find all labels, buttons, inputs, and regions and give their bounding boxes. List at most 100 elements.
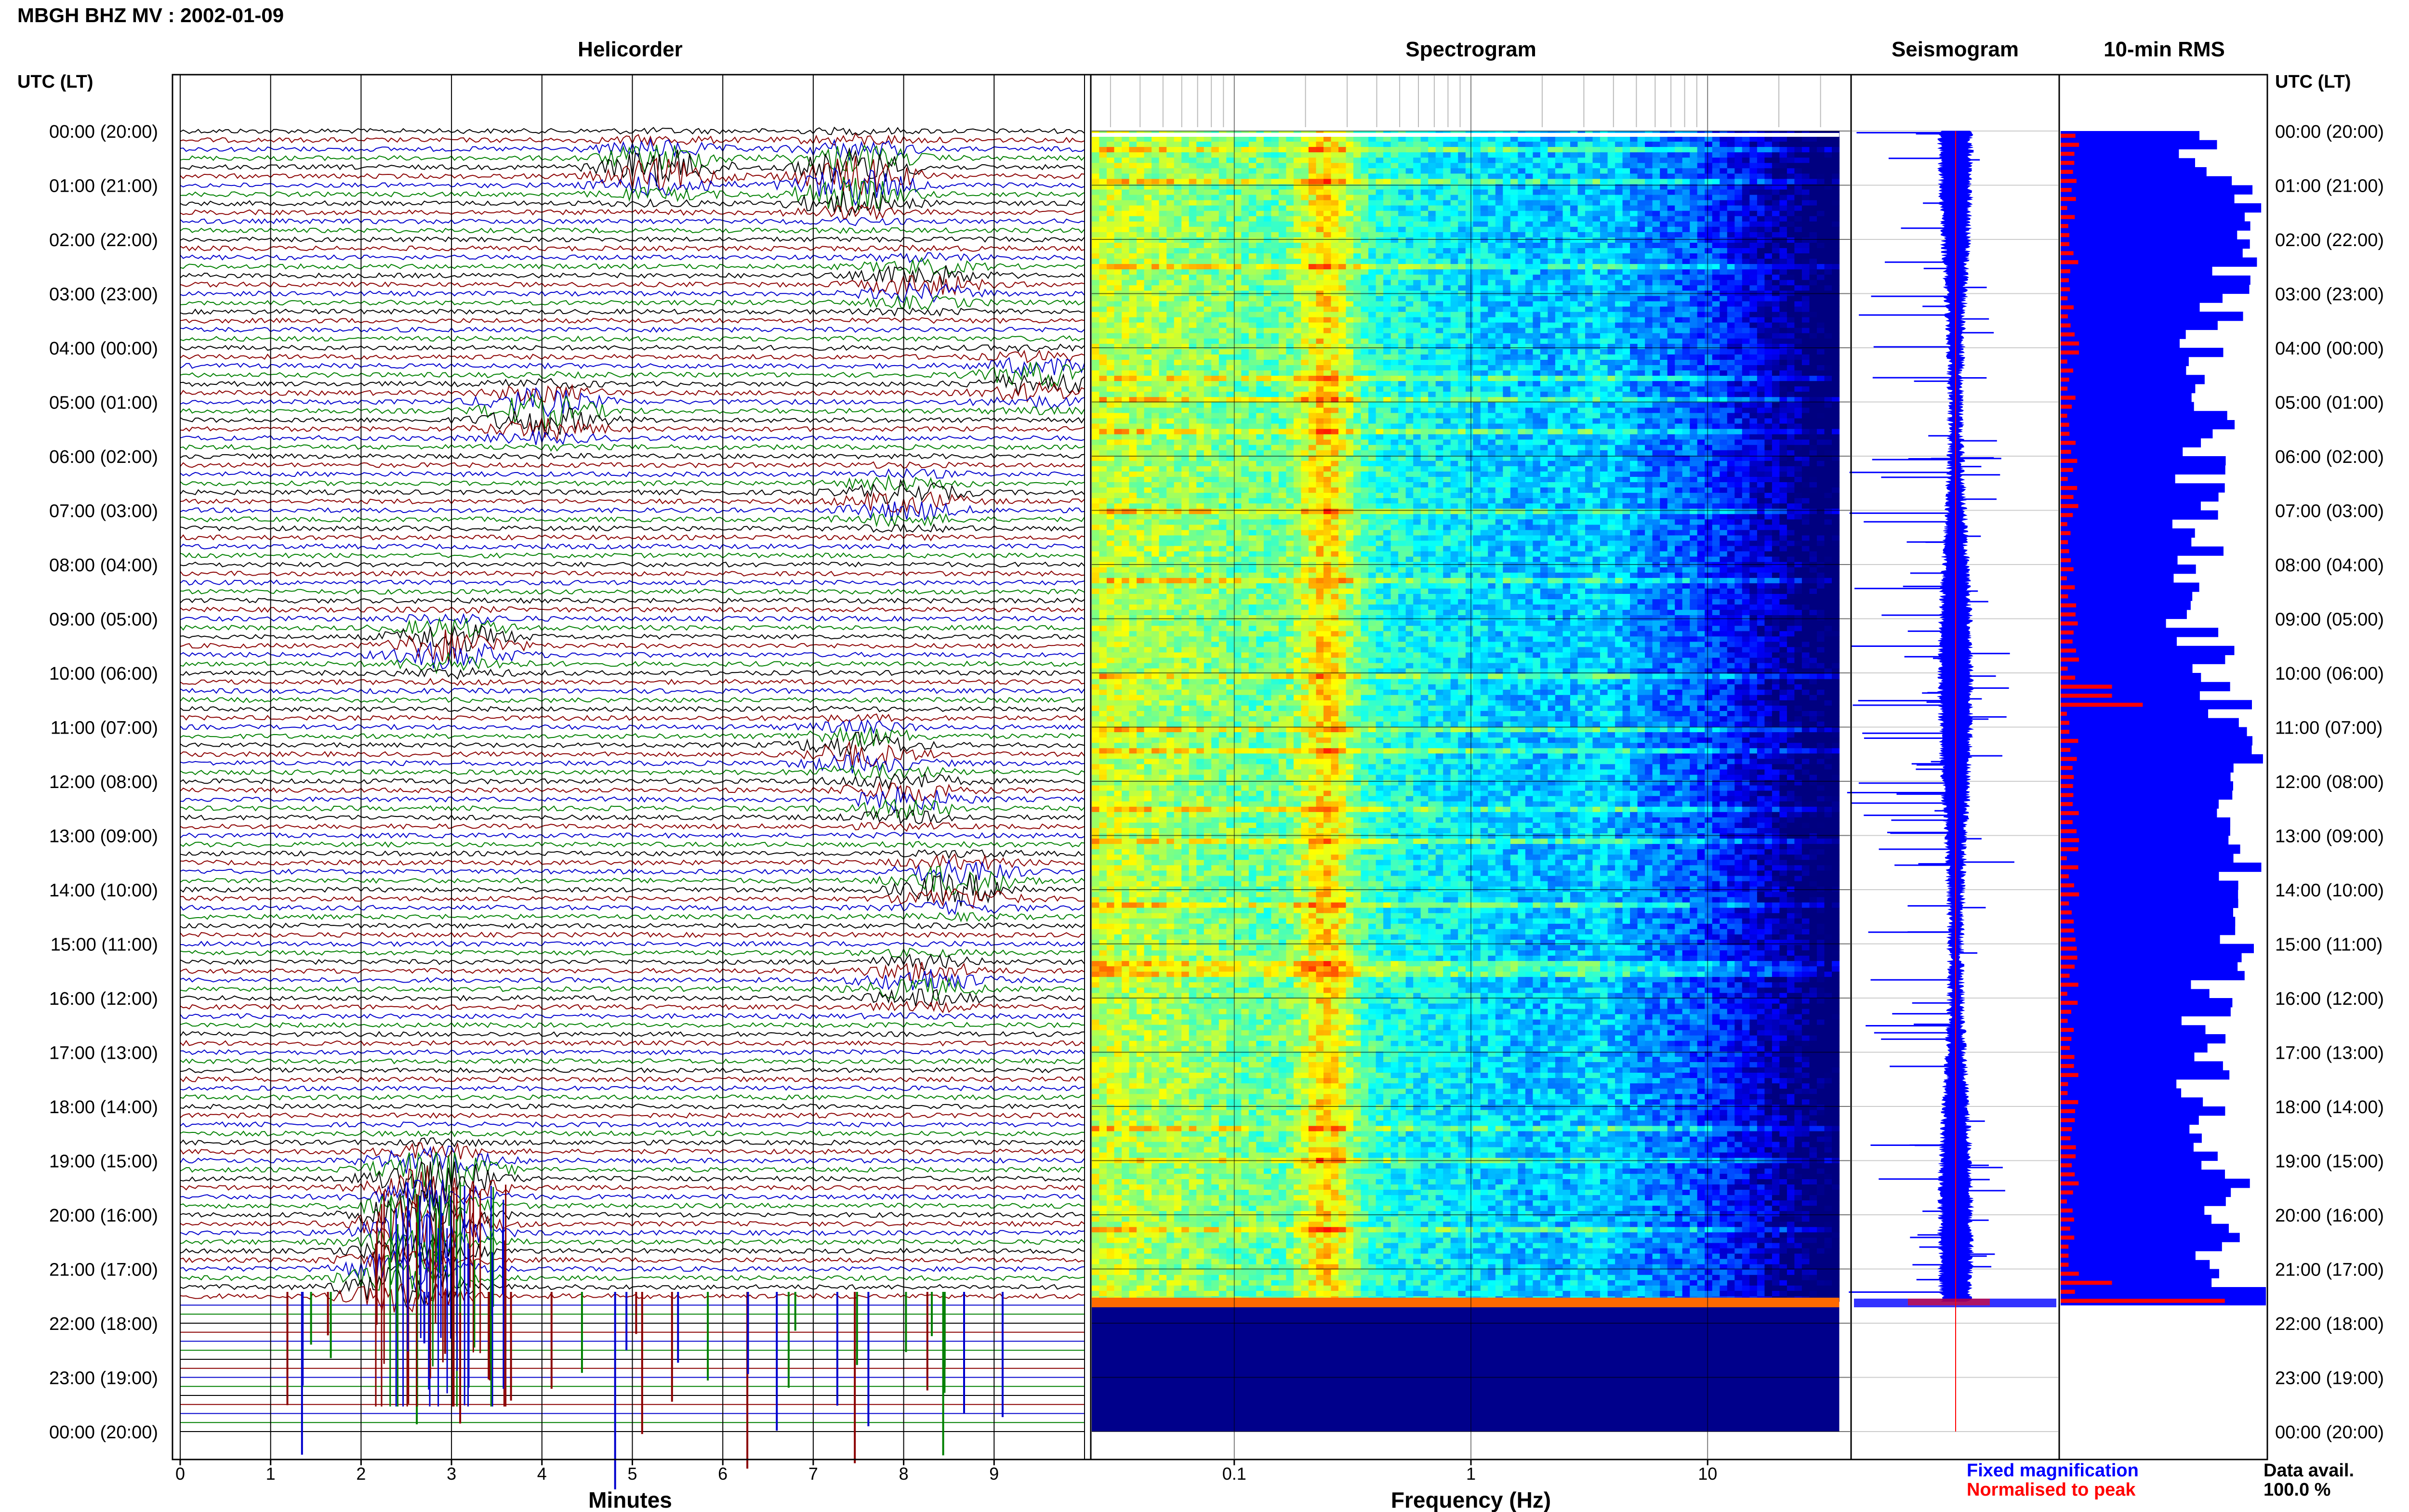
spectrogram-cell	[1286, 158, 1294, 163]
spectrogram-cell	[1218, 338, 1227, 344]
spectrogram-cell	[1218, 296, 1227, 302]
spectrogram-cell	[1390, 349, 1399, 355]
spectrogram-cell	[1361, 275, 1369, 280]
spectrogram-cell	[1301, 343, 1309, 350]
spectrogram-cell	[1697, 248, 1705, 254]
spectrogram-cell	[1338, 349, 1347, 355]
spectrogram-cell	[1428, 306, 1436, 313]
spectrogram-cell	[1316, 221, 1324, 227]
spectrogram-cell	[1107, 280, 1115, 286]
spectrogram-cell	[1824, 312, 1832, 318]
spectrogram-cell	[1794, 301, 1802, 307]
spectrogram-cell	[1645, 200, 1653, 206]
spectrogram-cell	[1660, 216, 1668, 222]
spectrogram-cell	[1652, 317, 1660, 323]
spectrogram-cell	[1308, 280, 1316, 286]
spectrogram-cell	[1324, 259, 1332, 264]
spectrogram-cell	[1241, 216, 1249, 222]
spectrogram-cell	[1346, 163, 1354, 169]
spectrogram-cell	[1675, 195, 1683, 201]
spectrogram-cell	[1308, 147, 1316, 153]
spectrogram-cell	[1465, 243, 1473, 249]
spectrogram-cell	[1749, 264, 1758, 270]
spectrogram-cell	[1413, 179, 1421, 184]
spectrogram-cell	[1488, 285, 1496, 291]
spectrogram-cell	[1166, 322, 1175, 329]
spectrogram-cell	[1772, 248, 1780, 254]
spectrogram-cell	[1712, 264, 1720, 270]
spectrogram-cell	[1443, 370, 1451, 376]
spectrogram-cell	[1779, 338, 1787, 344]
spectrogram-cell	[1107, 360, 1115, 366]
spectrogram-cell	[1353, 360, 1362, 366]
spectrogram-cell	[1533, 317, 1541, 323]
spectrogram-cell	[1152, 365, 1160, 371]
spectrogram-cell	[1099, 147, 1107, 153]
spectrogram-cell	[1734, 232, 1743, 238]
spectrogram-cell	[1248, 210, 1257, 217]
spectrogram-cell	[1630, 322, 1638, 329]
spectrogram-cell	[1420, 221, 1429, 227]
spectrogram-cell	[1801, 184, 1810, 190]
spectrogram-cell	[1346, 179, 1354, 184]
spectrogram-cell	[1383, 269, 1391, 275]
spectrogram-cell	[1301, 376, 1309, 381]
spectrogram-cell	[1271, 200, 1279, 206]
spectrogram-cell	[1361, 301, 1369, 307]
spectrogram-cell	[1099, 142, 1107, 147]
spectrogram-cell	[1690, 243, 1698, 249]
spectrogram-cell	[1271, 179, 1279, 184]
spectrogram-cell	[1435, 269, 1443, 275]
spectrogram-cell	[1450, 349, 1458, 355]
spectrogram-cell	[1764, 200, 1773, 206]
spectrogram-cell	[1630, 237, 1638, 243]
spectrogram-cell	[1324, 152, 1332, 158]
spectrogram-cell	[1144, 285, 1152, 291]
spectrogram-cell	[1324, 189, 1332, 196]
spectrogram-cell	[1174, 317, 1182, 323]
spectrogram-cell	[1159, 232, 1167, 238]
spectrogram-cell	[1682, 317, 1690, 323]
spectrogram-cell	[1548, 221, 1556, 227]
spectrogram-cell	[1398, 269, 1406, 275]
spectrogram-cell	[1293, 253, 1301, 259]
spectrogram-cell	[1316, 152, 1324, 158]
spectrogram-cell	[1331, 370, 1339, 376]
spectrogram-cell	[1510, 216, 1518, 222]
spectrogram-cell	[1592, 136, 1601, 142]
spectrogram-cell	[1682, 136, 1690, 142]
spectrogram-cell	[1308, 306, 1316, 313]
spectrogram-cell	[1801, 205, 1810, 211]
spectrogram-cell	[1458, 205, 1466, 211]
spectrogram-cell	[1181, 147, 1190, 153]
spectrogram-cell	[1346, 184, 1354, 190]
spectrogram-cell	[1278, 365, 1286, 371]
spectrogram-cell	[1533, 216, 1541, 222]
spectrogram-cell	[1832, 195, 1840, 201]
spectrogram-cell	[1166, 333, 1175, 339]
spectrogram-cell	[1525, 142, 1533, 147]
spectrogram-cell	[1308, 248, 1316, 254]
spectrogram-cell	[1196, 370, 1204, 376]
spectrogram-cell	[1241, 259, 1249, 264]
spectrogram-cell	[1772, 189, 1780, 196]
spectrogram-cell	[1114, 360, 1122, 366]
spectrogram-cell	[1720, 200, 1728, 206]
spectrogram-cell	[1675, 200, 1683, 206]
spectrogram-cell	[1271, 264, 1279, 270]
spectrogram-cell	[1801, 296, 1810, 302]
spectrogram-cell	[1218, 142, 1227, 147]
spectrogram-cell	[1324, 376, 1332, 381]
spectrogram-cell	[1263, 232, 1271, 238]
spectrogram-cell	[1787, 333, 1795, 339]
spectrogram-cell	[1757, 285, 1765, 291]
spectrogram-cell	[1278, 333, 1286, 339]
spectrogram-cell	[1772, 322, 1780, 329]
spectrogram-cell	[1622, 296, 1630, 302]
spectrogram-cell	[1503, 158, 1511, 163]
spectrogram-cell	[1211, 285, 1219, 291]
spectrogram-cell	[1435, 349, 1443, 355]
spectrogram-cell	[1824, 142, 1832, 147]
spectrogram-cell	[1720, 158, 1728, 163]
spectrogram-cell	[1533, 306, 1541, 313]
